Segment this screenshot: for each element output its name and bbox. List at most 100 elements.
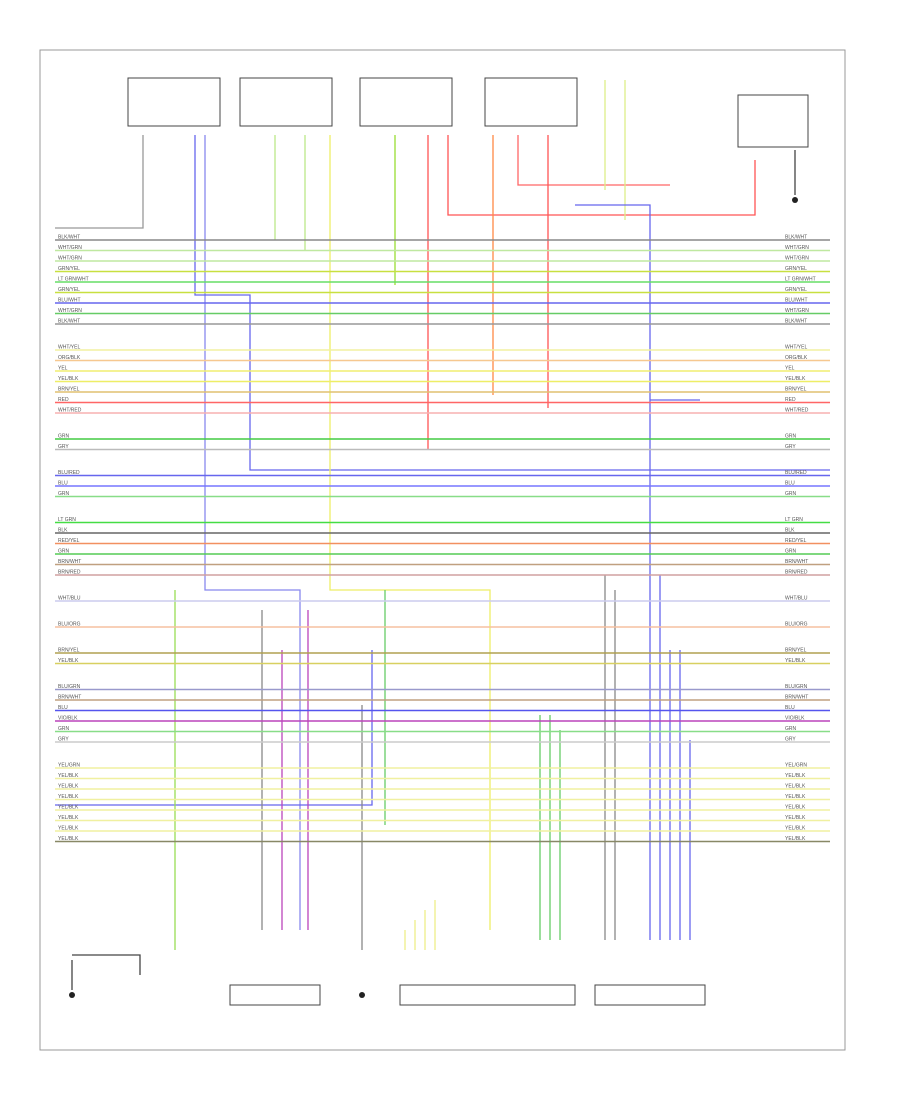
ground [792, 197, 798, 203]
wire-label: GRN/YEL [785, 266, 807, 272]
wire-label: GRN [785, 433, 797, 439]
wire [194, 135, 830, 471]
wire [55, 650, 373, 806]
wire-label: YEL/BLK [58, 773, 79, 779]
switch-box [359, 77, 453, 127]
wire [604, 80, 626, 220]
wire-label: BRN/WHT [58, 559, 81, 565]
wire [517, 135, 670, 186]
wire-label: YEL/BLK [785, 794, 806, 800]
wire-label: RED [785, 397, 796, 403]
wire-label: GRY [58, 444, 69, 450]
wire [329, 135, 491, 930]
wire-label: YEL [785, 365, 795, 371]
wire [261, 575, 616, 950]
wire-label: BLU [58, 480, 68, 486]
wire-label: BRN/YEL [785, 647, 807, 653]
wire-label: YEL/BLK [785, 815, 806, 821]
wire-label: YEL/BLK [58, 825, 79, 831]
wire-label: WHT/GRN [58, 255, 82, 261]
wire [404, 900, 436, 950]
wire-label: YEL/BLK [58, 804, 79, 810]
wire-label: WHT/GRN [58, 245, 82, 251]
wire-label: VIO/BLK [58, 715, 78, 721]
wire-label: BRN/RED [58, 569, 81, 575]
wire-label: LT GRN/WHT [58, 276, 89, 282]
wire-label: WHT/GRN [785, 255, 809, 261]
wire-label: BLU/GRN [58, 684, 81, 690]
wire-label: WHT/YEL [785, 344, 807, 350]
wire-label: ORG/BLK [785, 355, 808, 361]
wire-label: GRN [58, 433, 70, 439]
wire-label: BRN/YEL [58, 647, 80, 653]
wire-label: BRN/WHT [785, 694, 808, 700]
wire-label: BLK/WHT [58, 234, 80, 240]
wire-label: BLU [58, 705, 68, 711]
wire-label: BRN/RED [785, 569, 808, 575]
wire [71, 150, 796, 990]
wire-label: GRN [58, 548, 70, 554]
wire-label: YEL/GRN [58, 762, 80, 768]
wire-label: YEL/BLK [785, 783, 806, 789]
wire-label: GRN/YEL [58, 266, 80, 272]
wire-label: GRY [785, 736, 796, 742]
switch-box [239, 77, 333, 127]
wire-label: BRN/YEL [785, 386, 807, 392]
wire [575, 204, 700, 940]
wire-label: GRN/YEL [785, 287, 807, 293]
wire-label: YEL/GRN [785, 762, 807, 768]
wire-label: RED/YEL [58, 538, 80, 544]
wire-label: RED [58, 397, 69, 403]
wire-label: YEL/BLK [785, 658, 806, 664]
ground [359, 992, 365, 998]
wire-label: YEL/BLK [58, 836, 79, 842]
wire-label: GRN [58, 726, 70, 732]
wire-label: YEL/BLK [58, 658, 79, 664]
wire-label: YEL/BLK [785, 804, 806, 810]
wire-label: WHT/BLU [785, 595, 808, 601]
wire-label: YEL/BLK [785, 773, 806, 779]
horizontal-wires: BLK/WHT BLK/WHT WHT/GRN WHT/GRN WHT/GRN WHT/G… [55, 234, 830, 843]
wire-label: WHT/RED [785, 407, 809, 413]
wire-label: WHT/GRN [58, 308, 82, 314]
wire-label: BLU [785, 480, 795, 486]
wire-label: YEL/BLK [58, 794, 79, 800]
wire-label: YEL/BLK [58, 783, 79, 789]
wire-label: WHT/GRN [785, 245, 809, 251]
switch-box [484, 77, 578, 127]
top-components [127, 77, 809, 148]
wire-label: GRN [58, 491, 70, 497]
wire-label: BRN/YEL [58, 386, 80, 392]
wire-label: WHT/YEL [58, 344, 80, 350]
connector [399, 984, 576, 1006]
wire-label: BLK/WHT [785, 318, 807, 324]
wire-label: BLU/GRN [785, 684, 808, 690]
wire-label: WHT/BLU [58, 595, 81, 601]
wire-label: YEL/BLK [58, 376, 79, 382]
wire-label: YEL/BLK [785, 376, 806, 382]
wire-label: WHT/GRN [785, 308, 809, 314]
wire-label: BLU/ORG [785, 621, 808, 627]
bottom-components [69, 197, 798, 1006]
wire [384, 590, 561, 940]
wire-label: YEL/BLK [58, 815, 79, 821]
wire-label: VIO/BLK [785, 715, 805, 721]
wire-label: YEL/BLK [785, 825, 806, 831]
wire [281, 610, 309, 930]
wire-label: BLU/WHT [58, 297, 81, 303]
wire-label: LT GRN/WHT [785, 276, 816, 282]
wire-label: YEL [58, 365, 68, 371]
wire-label: GRN [785, 726, 797, 732]
wire-label: BLK/WHT [58, 318, 80, 324]
connector [229, 984, 321, 1006]
wire-label: ORG/BLK [58, 355, 81, 361]
wire-label: BRN/WHT [785, 559, 808, 565]
wire-label: BLK [58, 527, 68, 533]
vertical-wires [55, 80, 830, 990]
wire-label: BLU/WHT [785, 297, 808, 303]
wire-label: LT GRN [58, 517, 76, 523]
frame [39, 49, 846, 1051]
wire-label: GRN [785, 548, 797, 554]
wire-label: BLU/RED [785, 470, 807, 476]
